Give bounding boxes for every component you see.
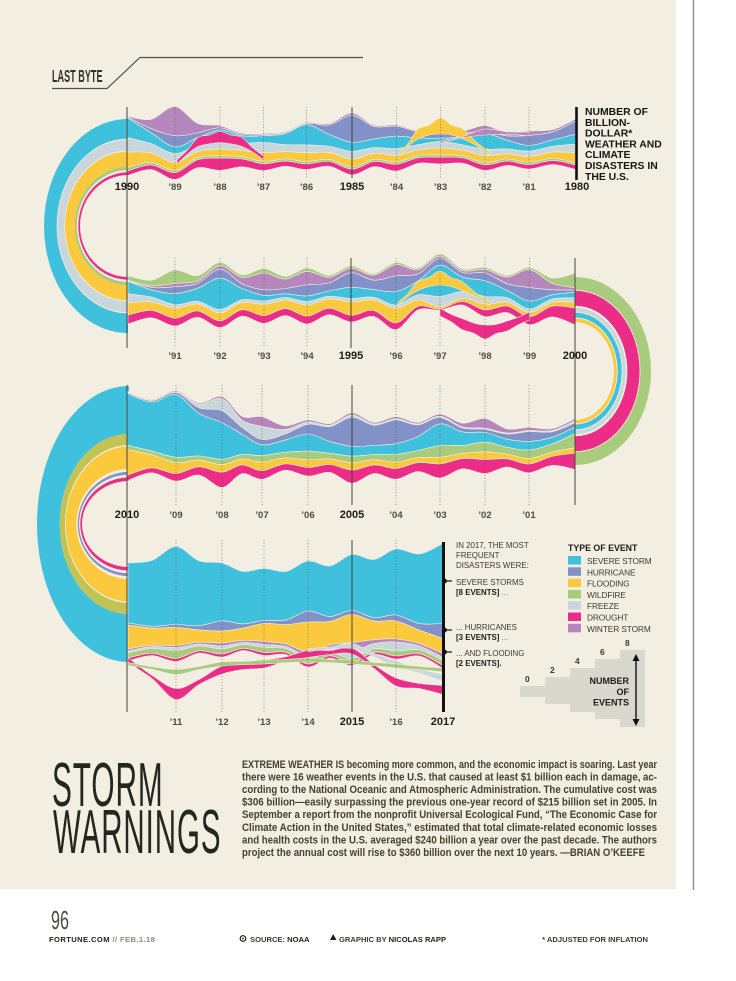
svg-text:’92: ’92 [213, 351, 226, 362]
svg-text:’89: ’89 [168, 182, 181, 193]
svg-text:FLOODING: FLOODING [587, 579, 630, 589]
svg-text:FREEZE: FREEZE [587, 601, 620, 611]
svg-text:WILDFIRE: WILDFIRE [587, 590, 626, 600]
svg-text:’97: ’97 [433, 351, 446, 362]
svg-text:’13: ’13 [257, 717, 270, 728]
svg-text:’09: ’09 [169, 510, 182, 521]
svg-text:2: 2 [550, 665, 555, 675]
svg-text:cording to the National Oceani: cording to the National Oceanic and Atmo… [242, 784, 657, 796]
svg-text:* ADJUSTED FOR INFLATION: * ADJUSTED FOR INFLATION [542, 935, 648, 944]
svg-text:Climate Action in the United S: Climate Action in the United States,” es… [242, 822, 657, 834]
svg-text:... AND FLOODING: ... AND FLOODING [456, 649, 524, 658]
svg-text:’06: ’06 [301, 510, 314, 521]
svg-text:DROUGHT: DROUGHT [587, 613, 628, 623]
svg-text:WEATHER AND: WEATHER AND [585, 139, 662, 150]
svg-text:’86: ’86 [300, 182, 313, 193]
svg-text:’87: ’87 [257, 182, 270, 193]
svg-text:WINTER STORM: WINTER STORM [587, 624, 651, 634]
svg-text:LAST BYTE: LAST BYTE [52, 66, 103, 86]
svg-text:1990: 1990 [115, 181, 139, 193]
svg-text:SEVERE STORMS: SEVERE STORMS [456, 578, 524, 587]
svg-text:CLIMATE: CLIMATE [585, 150, 630, 161]
svg-text:2017: 2017 [431, 716, 455, 728]
svg-text:’82: ’82 [478, 182, 491, 193]
svg-text:’91: ’91 [168, 351, 182, 362]
svg-text:September a report from the no: September a report from the nonprofit Un… [242, 809, 657, 821]
svg-text:STORM: STORM [52, 751, 164, 820]
svg-text:GRAPHIC BY NICOLAS RAPP: GRAPHIC BY NICOLAS RAPP [339, 935, 446, 944]
svg-text:4: 4 [575, 656, 580, 666]
svg-text:FORTUNE.COM // FEB.1.18: FORTUNE.COM // FEB.1.18 [49, 935, 155, 944]
svg-text:’99: ’99 [523, 351, 536, 362]
svg-text:’04: ’04 [389, 510, 403, 521]
svg-text:[8 EVENTS] ...: [8 EVENTS] ... [456, 588, 508, 597]
svg-text:there were 16 weather events i: there were 16 weather events in the U.S.… [242, 772, 657, 784]
svg-text:EXTREME WEATHER IS becoming mo: EXTREME WEATHER IS becoming more common,… [242, 759, 657, 771]
svg-text:’84: ’84 [390, 182, 404, 193]
svg-text:SOURCE: NOAA: SOURCE: NOAA [250, 935, 310, 944]
svg-text:’81: ’81 [522, 182, 536, 193]
svg-text:0: 0 [525, 674, 530, 684]
svg-text:’88: ’88 [213, 182, 226, 193]
svg-text:[2 EVENTS].: [2 EVENTS]. [456, 659, 502, 668]
svg-text:2010: 2010 [115, 509, 139, 521]
svg-text:’02: ’02 [478, 510, 491, 521]
svg-text:’94: ’94 [300, 351, 314, 362]
svg-text:OF: OF [617, 687, 630, 697]
svg-text:DOLLAR*: DOLLAR* [585, 129, 633, 140]
svg-text:’96: ’96 [389, 351, 402, 362]
svg-text:IN 2017, THE MOST: IN 2017, THE MOST [456, 541, 529, 550]
svg-text:2005: 2005 [340, 509, 364, 521]
svg-text:96: 96 [51, 905, 69, 935]
svg-text:SEVERE STORM: SEVERE STORM [587, 556, 652, 566]
svg-text:’03: ’03 [433, 510, 446, 521]
svg-text:’93: ’93 [257, 351, 270, 362]
svg-text:EVENTS: EVENTS [593, 698, 629, 708]
svg-text:’16: ’16 [389, 717, 402, 728]
svg-text:and health costs in the U.S. a: and health costs in the U.S. averaged $2… [242, 834, 657, 846]
svg-text:’98: ’98 [478, 351, 491, 362]
svg-text:’07: ’07 [255, 510, 268, 521]
svg-text:1985: 1985 [340, 181, 364, 193]
svg-text:2015: 2015 [340, 716, 364, 728]
svg-text:TYPE OF EVENT: TYPE OF EVENT [568, 543, 638, 553]
svg-text:’11: ’11 [170, 717, 183, 728]
svg-text:’83: ’83 [434, 182, 447, 193]
svg-text:THE U.S.: THE U.S. [585, 172, 629, 183]
svg-text:NUMBER: NUMBER [590, 676, 630, 686]
svg-text:’01: ’01 [522, 510, 536, 521]
svg-text:project the annual cost will r: project the annual cost will rise to $36… [242, 847, 645, 859]
svg-text:[3 EVENTS] ...: [3 EVENTS] ... [456, 633, 508, 642]
svg-text:$306 billion—easily surpassing: $306 billion—easily surpassing the previ… [242, 797, 657, 809]
svg-text:8: 8 [625, 638, 630, 648]
svg-text:DISASTERS WERE:: DISASTERS WERE: [456, 561, 529, 570]
svg-text:... HURRICANES: ... HURRICANES [456, 623, 517, 632]
svg-text:WARNINGS: WARNINGS [53, 798, 221, 867]
svg-text:6: 6 [600, 647, 605, 657]
svg-text:FREQUENT: FREQUENT [456, 551, 500, 560]
svg-text:1995: 1995 [339, 350, 363, 362]
svg-text:’14: ’14 [301, 717, 315, 728]
svg-text:HURRICANE: HURRICANE [587, 567, 636, 577]
svg-text:’12: ’12 [215, 717, 228, 728]
svg-text:DISASTERS IN: DISASTERS IN [585, 161, 658, 172]
svg-text:NUMBER OF: NUMBER OF [585, 107, 648, 118]
svg-text:’08: ’08 [215, 510, 228, 521]
svg-text:1980: 1980 [565, 181, 589, 193]
svg-text:2000: 2000 [563, 350, 587, 362]
svg-text:BILLION-: BILLION- [585, 118, 631, 129]
